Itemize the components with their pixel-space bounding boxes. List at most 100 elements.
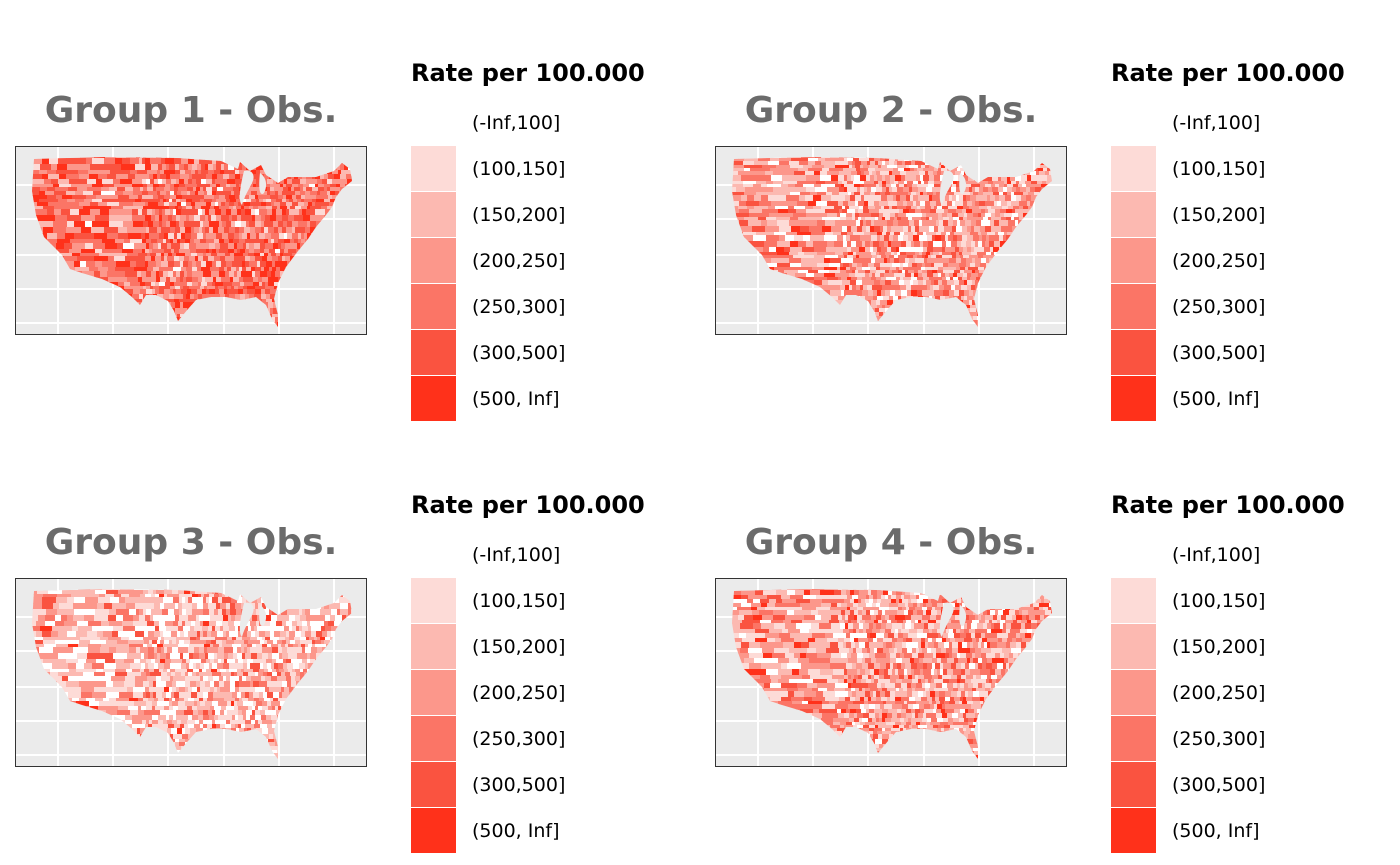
county xyxy=(862,241,866,248)
county xyxy=(316,308,320,315)
county xyxy=(899,280,905,286)
county xyxy=(1045,171,1050,176)
county xyxy=(1052,316,1056,321)
county xyxy=(261,221,265,228)
county xyxy=(243,277,248,283)
county xyxy=(99,314,108,318)
county xyxy=(1055,192,1061,196)
county xyxy=(188,302,193,309)
county xyxy=(190,308,197,315)
county xyxy=(847,181,854,185)
county xyxy=(125,271,138,278)
county xyxy=(934,290,940,297)
county xyxy=(1018,213,1024,218)
county xyxy=(964,213,968,218)
county xyxy=(224,267,228,272)
county xyxy=(856,280,863,286)
county xyxy=(72,227,82,234)
county xyxy=(1011,235,1017,242)
county xyxy=(889,171,893,176)
county xyxy=(970,305,976,309)
county xyxy=(784,270,799,274)
county xyxy=(835,165,850,169)
county xyxy=(132,215,146,222)
county xyxy=(266,199,272,203)
county xyxy=(225,195,230,200)
county xyxy=(262,191,268,196)
county xyxy=(308,170,313,175)
county xyxy=(1026,195,1032,202)
county xyxy=(313,243,318,250)
county xyxy=(798,252,805,256)
county xyxy=(852,168,857,172)
county xyxy=(849,273,853,278)
county xyxy=(329,227,333,234)
county xyxy=(265,243,270,250)
county xyxy=(266,294,271,300)
county xyxy=(876,300,881,306)
county xyxy=(247,308,252,315)
county xyxy=(991,252,995,256)
county xyxy=(282,215,289,222)
county xyxy=(291,215,295,222)
county xyxy=(238,202,245,207)
county xyxy=(1019,277,1026,281)
county xyxy=(953,300,960,306)
county xyxy=(185,253,192,257)
legend-label: (300,500] xyxy=(1172,342,1266,364)
county xyxy=(222,253,226,257)
county xyxy=(47,170,57,175)
county xyxy=(147,184,151,188)
county xyxy=(1004,316,1011,321)
county xyxy=(218,590,223,595)
county xyxy=(32,215,43,222)
county xyxy=(896,247,900,253)
county xyxy=(1017,325,1023,327)
legend-label: (500, Inf] xyxy=(1172,388,1260,410)
county xyxy=(922,273,928,278)
county xyxy=(925,263,932,268)
county xyxy=(858,217,862,221)
county xyxy=(896,277,901,281)
county xyxy=(292,253,298,257)
county xyxy=(323,227,330,234)
county xyxy=(815,305,830,309)
county xyxy=(820,171,828,176)
county xyxy=(732,273,745,278)
county xyxy=(922,213,927,218)
county xyxy=(913,181,919,185)
county xyxy=(253,184,257,188)
county xyxy=(834,312,845,317)
county xyxy=(754,161,761,166)
county xyxy=(900,263,904,268)
county xyxy=(905,217,909,221)
county xyxy=(349,267,352,272)
county xyxy=(770,158,780,162)
county xyxy=(83,206,96,210)
county xyxy=(145,164,152,171)
county xyxy=(944,226,948,233)
county xyxy=(732,316,741,321)
county xyxy=(1027,241,1031,248)
county xyxy=(84,199,93,203)
county xyxy=(95,261,103,268)
county xyxy=(275,317,281,323)
county xyxy=(103,184,115,188)
county xyxy=(978,209,982,214)
county xyxy=(1006,267,1010,271)
county xyxy=(854,247,860,253)
county xyxy=(900,330,905,334)
county xyxy=(795,296,807,301)
county xyxy=(897,187,904,193)
county xyxy=(113,308,125,315)
county xyxy=(80,261,87,268)
county xyxy=(346,221,351,228)
county xyxy=(868,263,875,268)
county xyxy=(237,243,244,250)
county xyxy=(990,330,994,334)
county xyxy=(817,220,826,227)
county xyxy=(260,239,265,244)
county xyxy=(937,308,941,313)
county xyxy=(942,252,948,256)
county xyxy=(339,302,344,309)
